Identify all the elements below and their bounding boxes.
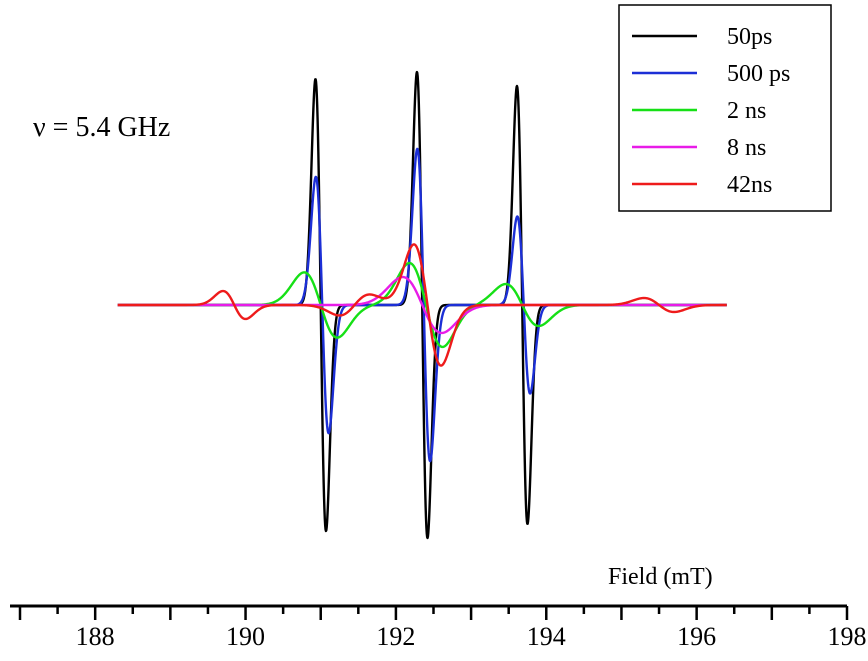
x-tick-label: 198 bbox=[828, 622, 867, 651]
x-tick-label: 194 bbox=[527, 622, 566, 651]
legend-box bbox=[618, 4, 832, 212]
legend: 50ps 500 ps 2 ns 8 ns 42ns bbox=[618, 4, 832, 212]
series-line-5 bbox=[116, 243, 728, 367]
x-tick-label: 188 bbox=[76, 622, 115, 651]
series-line-4 bbox=[116, 275, 728, 335]
legend-label-1: 50ps bbox=[727, 24, 772, 50]
frequency-annotation: ν = 5.4 GHz bbox=[33, 112, 170, 143]
legend-label-5: 42ns bbox=[727, 172, 772, 198]
plot-lines bbox=[116, 70, 728, 540]
legend-label-2: 500 ps bbox=[727, 61, 790, 87]
x-tick-label: 192 bbox=[376, 622, 415, 651]
x-axis-label: Field (mT) bbox=[608, 564, 713, 590]
legend-label-4: 8 ns bbox=[727, 135, 766, 161]
x-tick-label: 196 bbox=[677, 622, 716, 651]
x-axis: 188 190 192 194 196 198 bbox=[10, 604, 867, 651]
legend-label-3: 2 ns bbox=[727, 98, 766, 124]
x-tick-label: 190 bbox=[226, 622, 265, 651]
